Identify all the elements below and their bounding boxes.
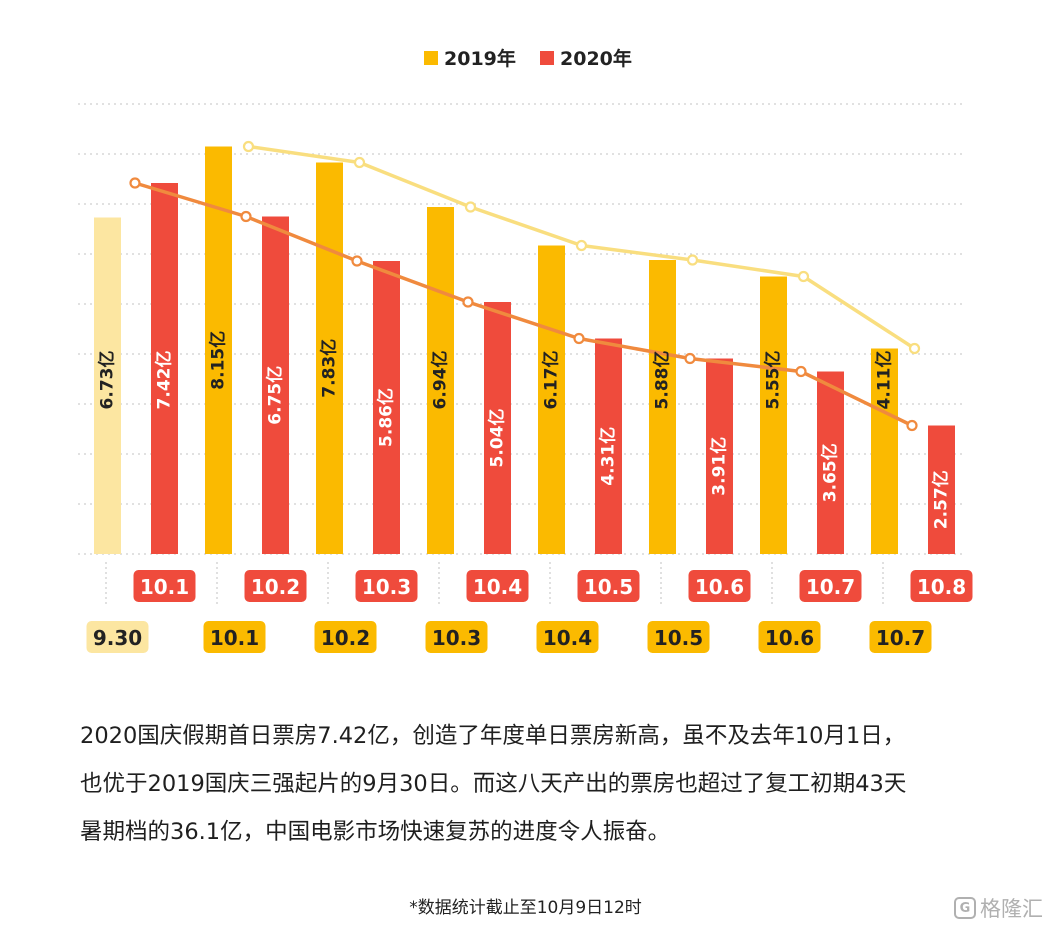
- date-label-2019-bg: [314, 621, 377, 653]
- date-label-2019: 10.6: [765, 626, 814, 650]
- date-label-2020: 10.2: [251, 575, 300, 599]
- date-label-2020-bg: [355, 570, 418, 602]
- box-office-chart: 2019年 2020年 6.73亿 8.15亿 7.83亿 6.94亿 6.17亿 5.8…: [78, 47, 973, 653]
- trend-line-2019-point: [686, 254, 699, 266]
- bar-2020-10.7: [817, 371, 844, 554]
- date-label-2019: 10.4: [543, 626, 592, 650]
- footnote: *数据统计截止至10月9日12时: [409, 898, 642, 918]
- trend-line-2019-point: [464, 201, 477, 213]
- bar-label-2020: 2.57亿: [931, 470, 952, 529]
- date-label-2019: 10.7: [876, 626, 925, 650]
- bar-2019-10.2: [316, 162, 343, 554]
- bar-label-2019: 6.73亿: [97, 351, 118, 410]
- trend-line-2020-point: [573, 332, 585, 345]
- trend-line-2019-point: [353, 156, 366, 169]
- date-label-2019: 10.2: [321, 626, 370, 650]
- caption: 2020国庆假期首日票房7.42亿，创造了年度单日票房新高，虽不及去年10月1日…: [80, 712, 1020, 856]
- bar-label-2020: 5.86亿: [376, 388, 397, 447]
- trend-line-2020-point: [129, 177, 141, 189]
- bar-label-2019: 6.94亿: [430, 351, 451, 410]
- bar-label-2020: 3.65亿: [820, 443, 841, 502]
- bar-2020-10.5: [595, 338, 622, 554]
- bar-label-2019: 5.88亿: [652, 351, 673, 410]
- date-label-2020-bg: [466, 570, 529, 602]
- trend-line-2020-point: [906, 419, 918, 432]
- legend-swatch-2020: [540, 51, 554, 65]
- watermark-logo-icon: G: [954, 897, 976, 919]
- caption-line-1: 2020国庆假期首日票房7.42亿，创造了年度单日票房新高，虽不及去年10月1日…: [80, 723, 906, 749]
- bar-label-2020: 5.04亿: [487, 409, 508, 468]
- caption-line-2: 也优于2019国庆三强起片的9月30日。而这八天产出的票房也超过了复工初期43天: [80, 771, 907, 797]
- trend-line-2019-point: [242, 140, 255, 153]
- date-label-2020: 10.6: [695, 575, 744, 599]
- trend-line-2019-point: [575, 239, 588, 252]
- trend-line-2020-point: [684, 352, 696, 365]
- bar-label-2019: 6.17亿: [541, 351, 562, 410]
- date-label-2019-bg: [86, 621, 149, 653]
- bar-2020-10.1: [151, 183, 178, 554]
- date-label-2019: 10.5: [654, 626, 703, 650]
- legend-label-2019: 2019年: [444, 47, 516, 70]
- bars: [94, 146, 955, 554]
- trend-line-2020: [134, 181, 913, 428]
- date-label-2019-bg: [536, 621, 599, 653]
- trend-line-2020-point: [351, 255, 363, 267]
- trend-line-2019-point: [908, 342, 921, 355]
- bar-2019-10.5: [649, 260, 676, 554]
- trend-line-2019-point: [797, 270, 810, 283]
- watermark: G 格隆汇: [954, 893, 1043, 923]
- bar-2020-10.8: [928, 425, 955, 554]
- date-label-2020: 10.7: [806, 575, 855, 599]
- bar-label-2020: 6.75亿: [265, 366, 286, 425]
- date-label-2019: 9.30: [93, 626, 142, 650]
- date-label-2020-bg: [688, 570, 751, 602]
- legend-swatch-2019: [424, 51, 438, 65]
- date-label-2019-bg: [869, 621, 932, 653]
- bar-value-labels: 6.73亿 8.15亿 7.83亿 6.94亿 6.17亿 5.88亿 5.55亿 4.11亿…: [97, 331, 952, 529]
- bar-2019-9.30: [94, 217, 121, 554]
- bar-label-2020: 7.42亿: [154, 351, 175, 410]
- bar-label-2019: 5.55亿: [763, 351, 784, 410]
- date-label-2020-bg: [244, 570, 307, 602]
- bar-2020-10.6: [706, 358, 733, 554]
- bar-label-2019: 4.11亿: [874, 351, 895, 410]
- trend-lines: [129, 140, 921, 432]
- bar-2019-10.3: [427, 207, 454, 554]
- date-label-2020-bg: [799, 570, 862, 602]
- date-label-2019-bg: [203, 621, 266, 653]
- legend-label-2020: 2020年: [560, 47, 632, 70]
- bar-label-2019: 8.15亿: [208, 331, 229, 390]
- date-label-2019-bg: [425, 621, 488, 653]
- date-label-2020-bg: [133, 570, 196, 602]
- trend-line-2020-point: [795, 365, 807, 378]
- bar-2020-10.4: [484, 302, 511, 554]
- date-label-2020: 10.5: [584, 575, 633, 599]
- caption-line-3: 暑期档的36.1亿，中国电影市场快速复苏的进度令人振奋。: [80, 819, 671, 845]
- bar-2020-10.2: [262, 216, 289, 554]
- bar-2019-10.7: [871, 348, 898, 554]
- bar-label-2020: 3.91亿: [709, 437, 730, 496]
- date-label-2019-bg: [758, 621, 821, 653]
- bar-2019-10.4: [538, 245, 565, 554]
- date-label-2019-bg: [647, 621, 710, 653]
- trend-line-2020-point: [462, 296, 474, 308]
- date-label-2020: 10.3: [362, 575, 411, 599]
- bar-2019-10.6: [760, 276, 787, 554]
- date-label-2020: 10.8: [917, 575, 966, 599]
- legend: 2019年 2020年: [424, 47, 632, 70]
- date-label-2019: 10.3: [432, 626, 481, 650]
- date-label-2019: 10.1: [210, 626, 259, 650]
- bar-2019-10.1: [205, 146, 232, 554]
- bar-label-2019: 7.83亿: [319, 339, 340, 398]
- date-label-2020: 10.1: [140, 575, 189, 599]
- date-labels: 10.1 10.2 10.3 10.4 10.5 10.6 10.7 10.8 9.30 10.1…: [86, 570, 973, 653]
- bar-2020-10.3: [373, 261, 400, 554]
- date-label-2020: 10.4: [473, 575, 522, 599]
- bar-label-2020: 4.31亿: [598, 427, 619, 486]
- date-label-2020-bg: [910, 570, 973, 602]
- date-label-2020-bg: [577, 570, 640, 602]
- watermark-text: 格隆汇: [980, 897, 1043, 921]
- trend-line-2020-point: [240, 210, 252, 223]
